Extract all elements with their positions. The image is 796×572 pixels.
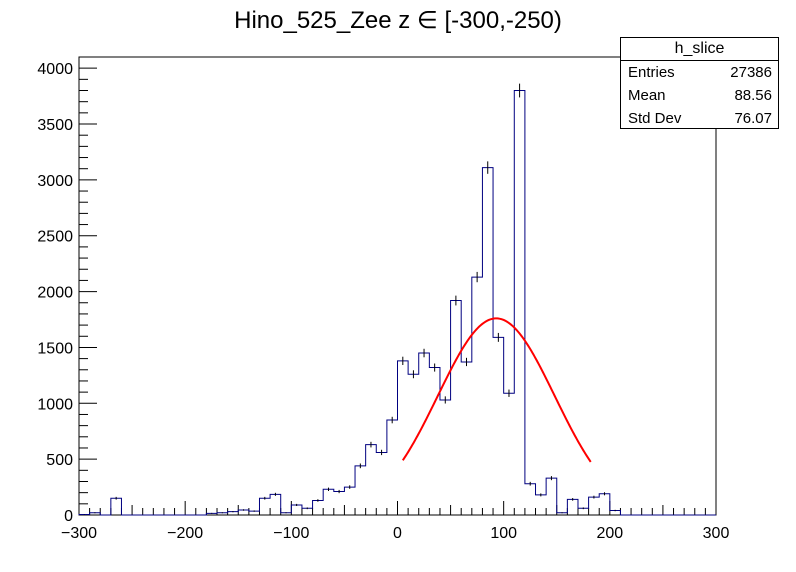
element-of-symbol: ∈ <box>416 7 438 34</box>
x-tick-label: 0 <box>393 525 402 542</box>
stats-label: Mean <box>628 87 666 104</box>
stats-value: 76.07 <box>734 110 772 127</box>
y-tick-label: 2000 <box>37 285 73 302</box>
x-axis: −300 −200 −100 0 100 200 300 <box>61 501 729 542</box>
y-axis: 0 500 1000 1500 2000 2500 3000 3500 4000 <box>37 56 97 525</box>
y-tick-label: 0 <box>64 508 73 525</box>
stats-label: Std Dev <box>628 110 682 127</box>
y-tick-label: 1500 <box>37 340 73 357</box>
stats-box: h_slice Entries 27386 Mean 88.56 Std Dev… <box>620 37 779 129</box>
stats-histogram-name: h_slice <box>621 38 778 61</box>
stats-row-mean: Mean 88.56 <box>621 84 778 107</box>
y-tick-label: 1000 <box>37 396 73 413</box>
stats-row-entries: Entries 27386 <box>621 61 778 84</box>
y-tick-label: 4000 <box>37 61 73 78</box>
x-tick-label: 300 <box>703 525 730 542</box>
x-tick-label: −200 <box>167 525 203 542</box>
title-prefix: Hino_525_Zee z <box>234 7 417 34</box>
stats-row-stddev: Std Dev 76.07 <box>621 107 778 130</box>
x-tick-label: −300 <box>61 525 97 542</box>
stats-value: 27386 <box>730 64 772 81</box>
gaussian-fit-curve <box>401 317 592 463</box>
x-tick-label: 100 <box>490 525 517 542</box>
title-range: [-300,-250) <box>444 7 562 34</box>
error-bars <box>83 83 616 515</box>
y-tick-label: 2500 <box>37 229 73 246</box>
chart-title: Hino_525_Zee z ∈ [-300,-250) <box>0 6 796 35</box>
x-tick-label: 200 <box>596 525 623 542</box>
histogram-outline <box>78 90 716 516</box>
stats-label: Entries <box>628 64 675 81</box>
y-tick-label: 500 <box>46 452 73 469</box>
y-tick-label: 3000 <box>37 173 73 190</box>
stats-value: 88.56 <box>734 87 772 104</box>
y-tick-label: 3500 <box>37 117 73 134</box>
x-tick-label: −100 <box>273 525 309 542</box>
